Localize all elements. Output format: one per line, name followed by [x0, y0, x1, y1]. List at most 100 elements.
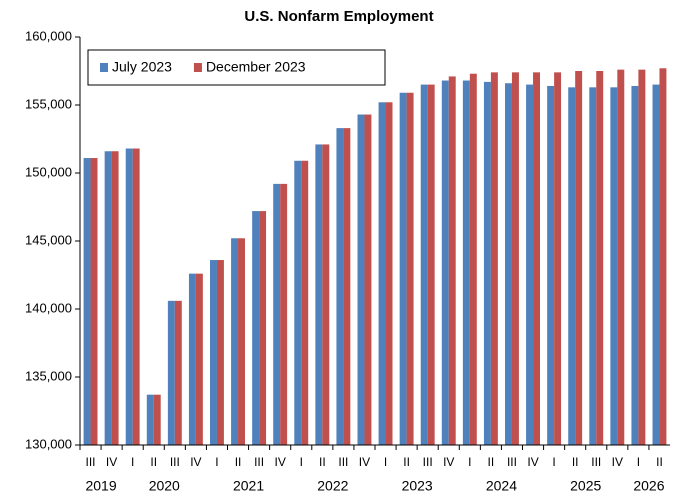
bar — [364, 114, 372, 446]
legend-label: July 2023 — [112, 59, 172, 75]
bar — [146, 394, 154, 445]
bar — [153, 394, 161, 445]
bar — [336, 128, 344, 445]
bar — [533, 72, 540, 446]
x-tick-label: III — [170, 455, 180, 469]
legend-box — [87, 49, 386, 86]
bar — [399, 92, 407, 445]
bar — [596, 71, 604, 445]
bar — [378, 102, 386, 445]
bar — [406, 92, 414, 445]
bar — [216, 260, 224, 445]
x-tick-label: I — [300, 455, 303, 469]
y-tick-label: 155,000 — [25, 96, 72, 111]
x-tick-label: IV — [527, 455, 538, 469]
x-tick-label: IV — [612, 455, 623, 469]
bar — [511, 72, 519, 446]
y-tick-label: 130,000 — [25, 436, 72, 451]
year-label: 2020 — [149, 478, 180, 494]
x-tick-label: I — [637, 455, 640, 469]
bar — [273, 183, 281, 445]
bar — [252, 211, 260, 445]
bar — [448, 76, 456, 445]
x-tick-label: III — [507, 455, 517, 469]
bar — [505, 83, 512, 446]
year-label: 2023 — [402, 478, 433, 494]
bar — [575, 71, 583, 445]
y-tick-label: 145,000 — [25, 232, 72, 247]
bar — [617, 69, 625, 445]
x-tick-label: II — [403, 455, 410, 469]
legend-swatch — [193, 63, 202, 72]
bar — [490, 72, 498, 446]
year-label: 2022 — [317, 478, 348, 494]
bar — [554, 72, 562, 446]
bar — [343, 128, 351, 445]
y-tick-label: 150,000 — [25, 164, 72, 179]
bar — [90, 158, 98, 446]
bar — [280, 183, 288, 445]
x-tick-label: IV — [190, 455, 201, 469]
y-tick-label: 160,000 — [25, 28, 72, 43]
y-tick-label: 140,000 — [25, 300, 72, 315]
bar — [111, 151, 119, 446]
x-tick-label: IV — [106, 455, 117, 469]
bar — [174, 300, 182, 445]
x-tick-label: II — [488, 455, 495, 469]
x-tick-label: III — [86, 455, 96, 469]
bar — [188, 273, 196, 445]
x-tick-label: I — [384, 455, 387, 469]
bar — [420, 84, 428, 445]
x-tick-label: II — [235, 455, 242, 469]
bar — [357, 114, 365, 446]
bar — [315, 144, 323, 445]
x-tick-label: I — [131, 455, 134, 469]
bar — [259, 211, 267, 445]
bar — [469, 73, 477, 445]
bar — [441, 80, 449, 446]
x-tick-label: I — [552, 455, 555, 469]
x-tick-label: III — [338, 455, 348, 469]
bar — [322, 144, 330, 445]
year-label: 2025 — [570, 478, 601, 494]
year-label: 2021 — [233, 478, 264, 494]
x-tick-label: IV — [359, 455, 370, 469]
bar — [104, 151, 112, 446]
x-tick-label: II — [572, 455, 579, 469]
bar — [195, 273, 203, 445]
bar — [568, 87, 576, 445]
x-tick-label: IV — [275, 455, 286, 469]
x-tick-label: III — [423, 455, 433, 469]
bar — [231, 238, 239, 445]
x-tick-label: II — [319, 455, 326, 469]
x-tick-label: I — [468, 455, 471, 469]
bar — [83, 158, 91, 446]
bar — [294, 160, 302, 445]
x-tick-label: II — [656, 455, 663, 469]
bar — [462, 80, 470, 446]
bar — [210, 260, 217, 445]
x-tick-label: IV — [443, 455, 454, 469]
bar — [589, 87, 597, 445]
bar — [385, 102, 393, 445]
bar — [167, 300, 175, 445]
bar — [659, 68, 667, 445]
year-label: 2019 — [85, 478, 116, 494]
legend-swatch — [100, 63, 108, 72]
bar — [301, 160, 309, 445]
year-label: 2024 — [486, 478, 517, 494]
bar — [638, 69, 646, 445]
bar — [526, 84, 534, 445]
bar — [610, 87, 618, 445]
bar — [238, 238, 245, 445]
bar — [652, 84, 660, 445]
x-tick-label: III — [254, 455, 264, 469]
legend-label: December 2023 — [206, 59, 306, 75]
chart-title: U.S. Nonfarm Employment — [244, 8, 433, 25]
bar — [483, 81, 491, 445]
y-tick-label: 135,000 — [25, 368, 72, 383]
x-tick-label: II — [150, 455, 157, 469]
bar — [631, 85, 639, 446]
bar — [547, 85, 555, 446]
x-tick-label: III — [591, 455, 601, 469]
